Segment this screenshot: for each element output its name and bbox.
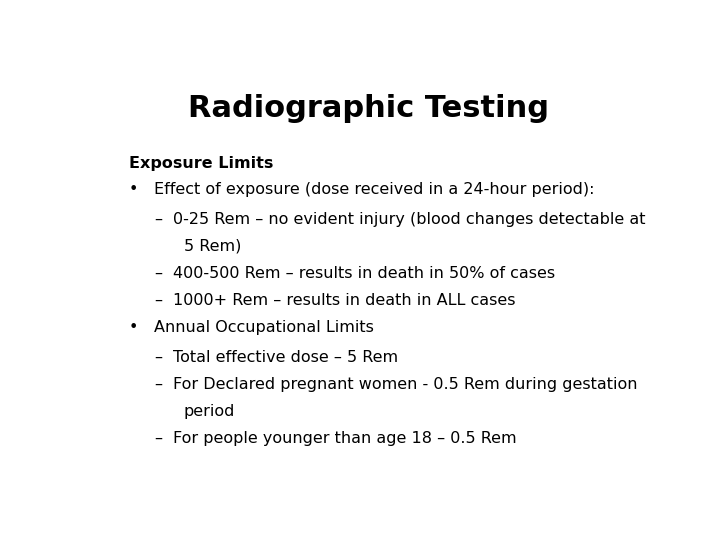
Text: –: – bbox=[154, 350, 162, 364]
Text: 400-500 Rem – results in death in 50% of cases: 400-500 Rem – results in death in 50% of… bbox=[173, 266, 554, 281]
Text: Annual Occupational Limits: Annual Occupational Limits bbox=[154, 320, 374, 335]
Text: –: – bbox=[154, 212, 162, 227]
Text: –: – bbox=[154, 431, 162, 446]
Text: Effect of exposure (dose received in a 24-hour period):: Effect of exposure (dose received in a 2… bbox=[154, 182, 595, 197]
Text: 0-25 Rem – no evident injury (blood changes detectable at: 0-25 Rem – no evident injury (blood chan… bbox=[173, 212, 645, 227]
Text: Radiographic Testing: Radiographic Testing bbox=[189, 94, 549, 123]
Text: period: period bbox=[184, 404, 235, 418]
Text: 1000+ Rem – results in death in ALL cases: 1000+ Rem – results in death in ALL case… bbox=[173, 293, 515, 308]
Text: •: • bbox=[129, 182, 138, 197]
Text: •: • bbox=[129, 320, 138, 335]
Text: –: – bbox=[154, 293, 162, 308]
Text: 5 Rem): 5 Rem) bbox=[184, 239, 241, 254]
Text: –: – bbox=[154, 266, 162, 281]
Text: For people younger than age 18 – 0.5 Rem: For people younger than age 18 – 0.5 Rem bbox=[173, 431, 516, 446]
Text: Total effective dose – 5 Rem: Total effective dose – 5 Rem bbox=[173, 350, 397, 364]
Text: –: – bbox=[154, 377, 162, 392]
Text: For Declared pregnant women - 0.5 Rem during gestation: For Declared pregnant women - 0.5 Rem du… bbox=[173, 377, 637, 392]
Text: Exposure Limits: Exposure Limits bbox=[129, 156, 274, 171]
